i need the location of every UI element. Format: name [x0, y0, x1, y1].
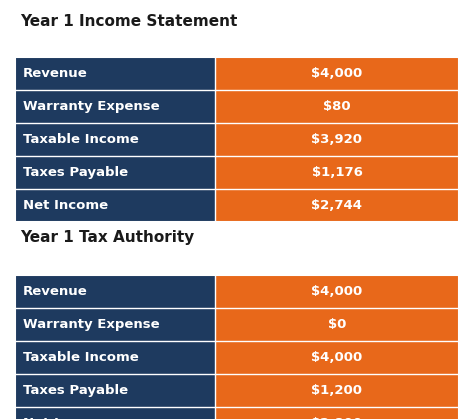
Bar: [15, 189, 215, 222]
Text: $1,200: $1,200: [311, 384, 363, 397]
Text: $4,000: $4,000: [311, 285, 363, 298]
Bar: [215, 374, 459, 407]
Bar: [15, 57, 215, 90]
Text: Taxable Income: Taxable Income: [23, 133, 139, 146]
Bar: [15, 275, 215, 308]
Bar: [15, 123, 215, 156]
Text: Taxable Income: Taxable Income: [23, 351, 139, 364]
Text: $3,920: $3,920: [311, 133, 363, 146]
Text: $1,176: $1,176: [311, 166, 363, 179]
Bar: [215, 407, 459, 419]
Bar: [215, 90, 459, 123]
Bar: [15, 374, 215, 407]
Bar: [15, 57, 459, 222]
Bar: [15, 156, 215, 189]
Bar: [215, 123, 459, 156]
Text: Warranty Expense: Warranty Expense: [23, 318, 160, 331]
Text: $4,000: $4,000: [311, 67, 363, 80]
Bar: [15, 407, 215, 419]
Bar: [215, 189, 459, 222]
Bar: [215, 308, 459, 341]
Bar: [15, 308, 215, 341]
Bar: [215, 341, 459, 374]
Text: Revenue: Revenue: [23, 67, 88, 80]
Text: Taxes Payable: Taxes Payable: [23, 384, 128, 397]
Text: Net Income: Net Income: [23, 417, 108, 419]
Text: Year 1 Tax Authority: Year 1 Tax Authority: [20, 230, 194, 245]
Text: $80: $80: [323, 100, 351, 113]
Bar: [15, 341, 215, 374]
Text: $2,800: $2,800: [311, 417, 363, 419]
Bar: [215, 57, 459, 90]
Text: Revenue: Revenue: [23, 285, 88, 298]
Text: Warranty Expense: Warranty Expense: [23, 100, 160, 113]
Text: Taxes Payable: Taxes Payable: [23, 166, 128, 179]
Bar: [215, 275, 459, 308]
Bar: [15, 275, 459, 419]
Text: Year 1 Income Statement: Year 1 Income Statement: [20, 14, 237, 29]
Text: $4,000: $4,000: [311, 351, 363, 364]
Text: $0: $0: [328, 318, 346, 331]
Text: $2,744: $2,744: [311, 199, 363, 212]
Bar: [15, 90, 215, 123]
Text: Net Income: Net Income: [23, 199, 108, 212]
Bar: [215, 156, 459, 189]
